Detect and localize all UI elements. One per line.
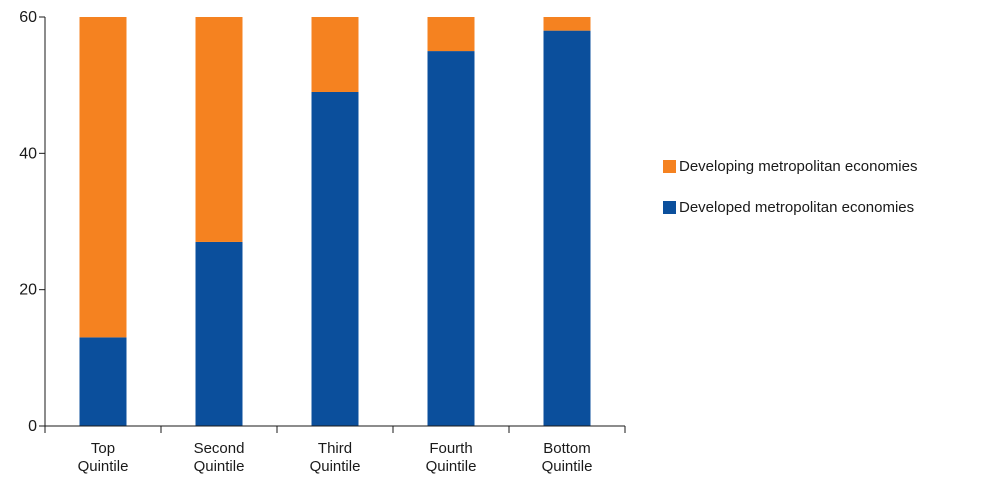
x-category-label-line: Quintile [542,458,593,475]
bar-segment-developed-5 [543,30,591,426]
bar-segment-developing-4 [427,17,475,52]
x-category-label-line: Quintile [78,458,129,475]
bar-segment-developing-2 [195,17,243,242]
bars-layer [79,17,591,426]
legend-swatch [663,200,676,214]
x-category-label-line: Bottom [543,440,591,457]
y-tick-label: 40 [19,145,37,162]
bar-segment-developed-4 [427,51,475,426]
bar-segment-developed-3 [311,91,359,426]
bar-segment-developing-5 [543,17,591,31]
y-tick-label: 0 [28,418,37,435]
legend-item: Developed metropolitan economies [663,197,983,217]
x-category-label: Fourth Quintile [426,440,477,475]
axes-layer [39,16,626,433]
legend-label: Developed metropolitan economies [679,198,915,216]
x-category-label-line: Fourth [429,440,472,457]
legend-swatch [663,159,676,173]
bar-segment-developed-1 [79,337,127,426]
x-category-label-line: Second [194,440,245,457]
bar-segment-developed-2 [195,241,243,426]
x-category-label: Third Quintile [310,440,361,475]
x-category-label: Top Quintile [78,440,129,475]
y-tick-label: 20 [19,282,37,299]
y-tick-label: 60 [19,9,37,26]
legend-item: Developing metropolitan economies [663,156,983,176]
x-category-label-line: Quintile [310,458,361,475]
x-category-label-line: Third [318,440,352,457]
bar-segment-developing-3 [311,17,359,92]
x-category-label-line: Top [91,440,115,457]
x-category-label: Second Quintile [194,440,245,475]
bar-segment-developing-1 [79,17,127,338]
x-category-label: Bottom Quintile [542,440,593,475]
x-category-label-line: Quintile [426,458,477,475]
legend: Developing metropolitan economies Develop… [663,156,983,238]
x-category-label-line: Quintile [194,458,245,475]
legend-label: Developing metropolitan economies [679,157,918,175]
